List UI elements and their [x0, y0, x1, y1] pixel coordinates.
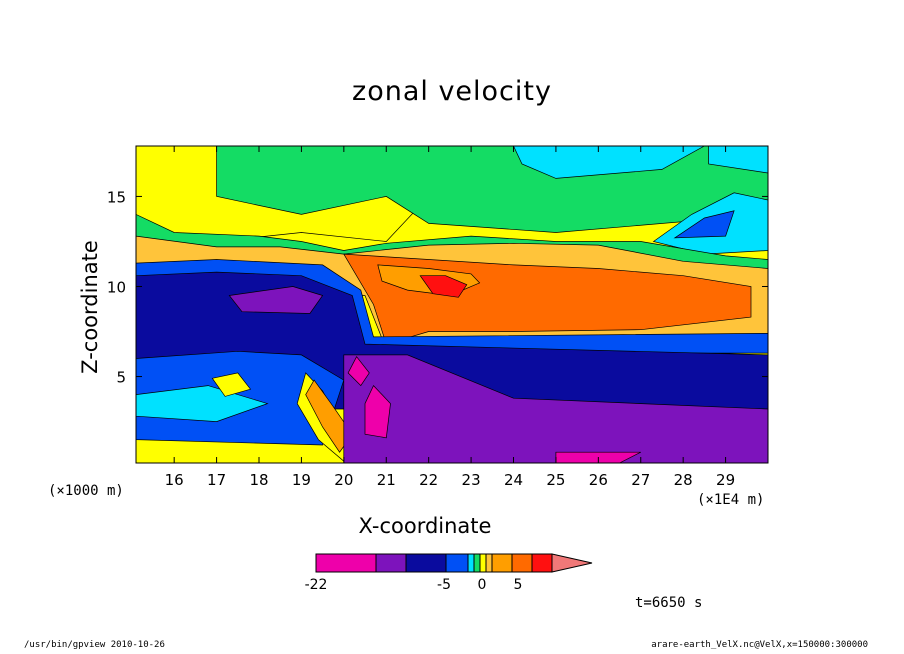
footer-left: /usr/bin/gpview 2010-10-26 [24, 640, 165, 650]
upper-cyan-east [708, 146, 768, 174]
x-tick-label: 27 [631, 471, 650, 489]
x-tick-label: 23 [462, 471, 481, 489]
colorbar-swatch [511, 553, 533, 573]
x-unit-left: (×1000 m) [48, 483, 124, 499]
colorbar-swatch [485, 553, 493, 573]
colorbar-swatch [467, 553, 475, 573]
velocity-field [136, 146, 768, 463]
colorbar-swatch [531, 553, 553, 573]
x-tick-label: 19 [292, 471, 311, 489]
y-axis-label: Z-coordinate [78, 240, 102, 374]
colorbar-swatch [375, 553, 407, 573]
purple-patch-west [228, 286, 324, 314]
time-label: t=6650 s [635, 595, 703, 611]
x-tick-label: 29 [716, 471, 735, 489]
x-tick-label: 20 [334, 471, 353, 489]
x-axis-label: X-coordinate [358, 514, 492, 538]
purple-low [343, 354, 768, 463]
x-tick-label: 24 [504, 471, 523, 489]
chart-title: zonal velocity [352, 76, 552, 107]
jet-core-red [419, 275, 468, 298]
east-blue [673, 210, 735, 239]
x-axis-ticks: 16 17 18 19 20 21 22 23 24 25 26 27 28 29 [165, 146, 735, 489]
x-tick-label: 28 [674, 471, 693, 489]
colorbar-swatch [479, 553, 487, 573]
x-tick-label: 26 [589, 471, 608, 489]
x-tick-label: 18 [249, 471, 268, 489]
colorbar-swatch [445, 553, 469, 573]
colorbar-swatch [473, 553, 481, 573]
y-tick-label: 10 [107, 278, 126, 296]
colorbar-label: 5 [514, 577, 523, 593]
x-tick-label: 22 [419, 471, 438, 489]
y-tick-label: 5 [116, 369, 126, 387]
colorbar-label: 0 [478, 577, 487, 593]
colorbar-swatch [315, 553, 377, 573]
yellow-blob-west [211, 372, 252, 397]
y-tick-label: 15 [107, 188, 126, 206]
colorbar-swatch [491, 553, 513, 573]
colorbar-arrow [551, 553, 593, 573]
magenta-low-upper [347, 356, 370, 387]
cyan-west [136, 385, 269, 422]
x-tick-label: 16 [165, 471, 184, 489]
x-unit-right: (×1E4 m) [697, 492, 765, 508]
y-axis-ticks: 5 10 15 [107, 188, 768, 387]
x-tick-label: 25 [546, 471, 565, 489]
colorbar-label: -5 [437, 577, 451, 593]
footer-right: arare-earth_VelX.nc@VelX,x=150000:300000 [651, 640, 868, 650]
plot-frame [135, 145, 769, 464]
orange-streak [305, 379, 353, 453]
x-tick-label: 17 [207, 471, 226, 489]
colorbar-swatch [405, 553, 447, 573]
magenta-low-core [364, 384, 391, 439]
upper-cyan [513, 146, 705, 179]
colorbar-label: -22 [305, 577, 328, 593]
colorbar: -22 -5 0 5 [305, 553, 593, 593]
x-tick-label: 21 [377, 471, 396, 489]
